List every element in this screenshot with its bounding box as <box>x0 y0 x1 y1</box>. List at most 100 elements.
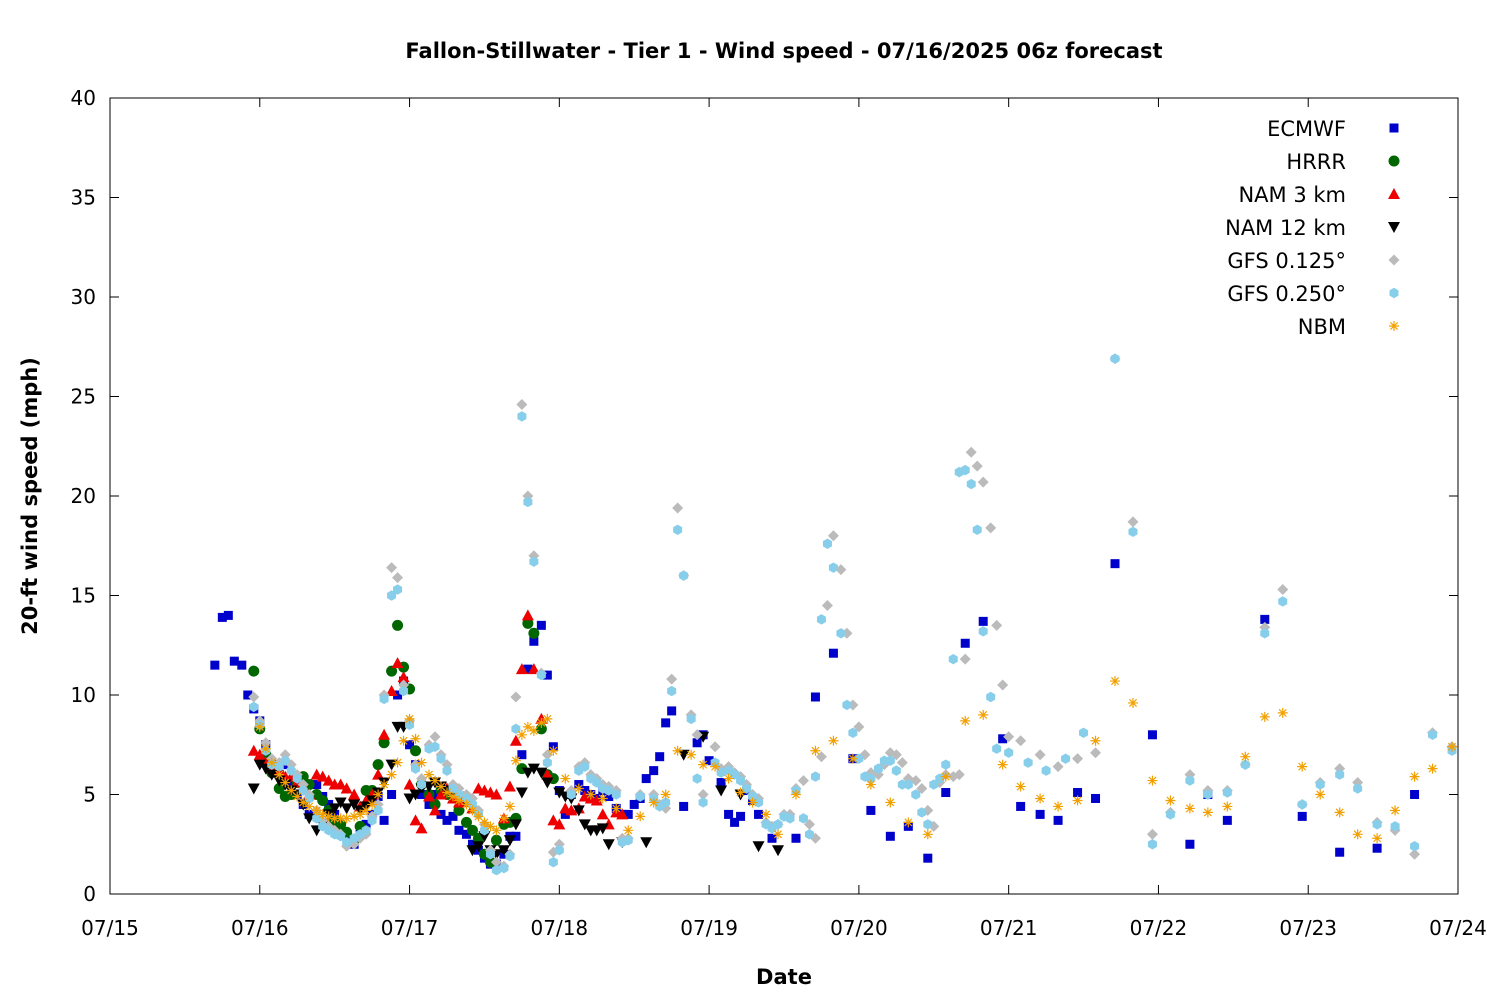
data-point <box>490 856 502 868</box>
data-point <box>736 811 746 821</box>
data-point <box>896 757 908 769</box>
data-point <box>340 782 353 794</box>
data-point <box>548 745 559 756</box>
data-point <box>1041 765 1051 776</box>
data-point <box>991 619 1003 631</box>
data-point <box>504 801 515 812</box>
data-point <box>611 803 622 814</box>
data-point <box>941 788 951 798</box>
data-point <box>292 791 303 802</box>
data-point <box>578 819 591 831</box>
data-point <box>1352 829 1363 840</box>
data-point <box>667 685 677 697</box>
y-tick-label: 0 <box>83 882 96 906</box>
data-point <box>473 811 484 822</box>
data-point <box>1240 751 1251 762</box>
data-point <box>367 815 377 826</box>
data-point <box>210 660 220 670</box>
data-point <box>772 845 785 857</box>
legend-label: NBM <box>1298 315 1346 339</box>
data-point <box>566 789 576 800</box>
data-point <box>1073 788 1083 798</box>
legend-marker <box>1389 287 1399 299</box>
data-point <box>635 811 646 822</box>
data-point <box>223 610 233 620</box>
y-tick-label: 35 <box>71 186 96 210</box>
data-point <box>334 778 347 790</box>
data-point <box>1202 807 1213 818</box>
data-point <box>661 797 671 808</box>
data-point <box>1315 779 1325 790</box>
data-point <box>448 811 458 821</box>
data-point <box>392 572 404 584</box>
data-point <box>247 744 260 756</box>
data-point <box>827 530 839 542</box>
data-point <box>453 795 464 806</box>
data-point <box>423 790 436 802</box>
data-point <box>1372 843 1382 853</box>
data-point <box>1315 789 1326 800</box>
data-point <box>573 783 584 794</box>
data-point <box>854 753 864 764</box>
data-point <box>367 799 378 810</box>
data-points <box>210 353 1458 876</box>
data-point <box>847 753 858 764</box>
data-point <box>767 833 777 843</box>
data-point <box>361 825 371 836</box>
data-point <box>478 831 491 843</box>
y-axis-label: 20-ft wind speed (mph) <box>18 357 42 635</box>
data-point <box>585 789 596 800</box>
data-point <box>1390 805 1401 816</box>
data-point <box>596 808 609 820</box>
data-point <box>885 797 896 808</box>
data-point <box>266 757 277 768</box>
data-point <box>1410 790 1420 799</box>
data-point <box>1222 801 1233 812</box>
data-point <box>1409 771 1420 782</box>
legend-marker <box>1388 188 1400 199</box>
data-point <box>623 835 633 846</box>
data-point <box>797 775 809 787</box>
data-point <box>392 757 403 768</box>
data-point <box>885 831 895 841</box>
data-point <box>1110 676 1121 687</box>
data-point <box>960 715 971 726</box>
legend-label: GFS 0.125° <box>1227 249 1346 273</box>
data-point <box>560 809 570 819</box>
data-point <box>1184 803 1195 814</box>
data-point <box>553 818 566 830</box>
data-point <box>243 690 253 700</box>
data-point <box>1427 763 1438 774</box>
data-point <box>322 774 335 786</box>
x-tick-label: 07/23 <box>1279 916 1337 940</box>
data-point <box>821 599 833 611</box>
data-point <box>410 733 421 744</box>
data-point <box>790 789 801 800</box>
data-point <box>541 749 553 761</box>
data-point <box>611 789 621 800</box>
data-point <box>1260 628 1270 639</box>
data-point <box>304 801 315 812</box>
x-tick-label: 07/18 <box>531 916 589 940</box>
data-point <box>730 817 740 827</box>
data-point <box>328 803 341 815</box>
data-point <box>379 815 389 825</box>
data-point <box>604 785 614 796</box>
data-point <box>467 839 477 849</box>
data-point <box>336 831 346 842</box>
data-point <box>541 768 554 780</box>
data-point <box>1410 841 1420 852</box>
data-point <box>316 770 329 782</box>
data-point <box>710 761 721 772</box>
data-point <box>385 685 398 697</box>
data-point <box>403 778 416 790</box>
data-point <box>466 845 479 857</box>
data-point <box>542 757 552 768</box>
data-point <box>253 759 266 771</box>
data-point <box>505 850 515 862</box>
data-point <box>521 609 534 621</box>
legend-label: NAM 12 km <box>1225 216 1346 240</box>
data-point <box>424 799 434 809</box>
data-point <box>393 584 403 595</box>
data-point <box>773 829 784 840</box>
